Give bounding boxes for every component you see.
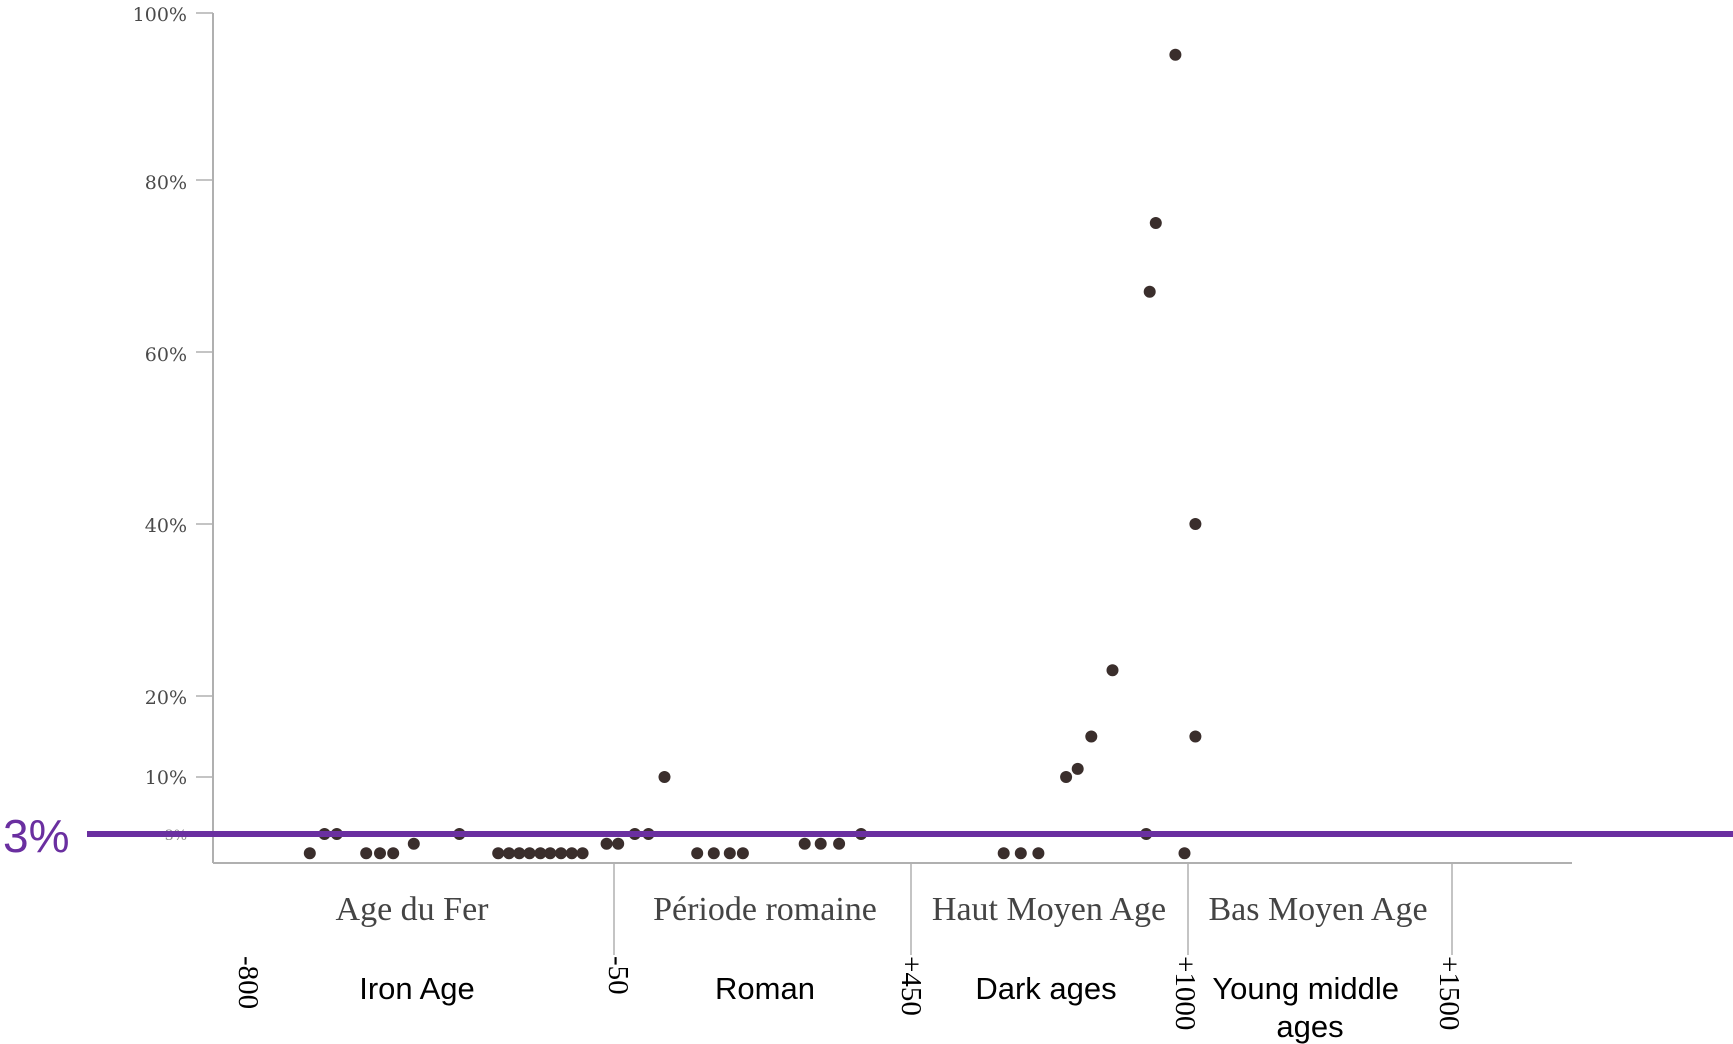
y-tick-label: 10%	[145, 767, 187, 789]
data-point	[1189, 518, 1202, 530]
data-point	[534, 847, 547, 860]
data-point	[513, 847, 526, 860]
year-label: -50	[602, 956, 634, 995]
data-point	[798, 837, 811, 850]
data-point	[576, 847, 589, 860]
data-point	[1071, 762, 1084, 775]
period-label-en-line: ages	[1276, 1009, 1343, 1044]
data-point	[523, 847, 536, 860]
y-tick-label: 60%	[145, 344, 187, 366]
data-point	[1106, 664, 1119, 677]
data-point	[1149, 217, 1162, 229]
data-point	[544, 847, 557, 860]
data-points	[303, 48, 1202, 860]
period-label-en-line: Young middle	[1212, 971, 1399, 1006]
data-point	[736, 847, 749, 860]
data-point	[997, 847, 1010, 860]
period-label-fr: Haut Moyen Age	[932, 891, 1166, 928]
data-point	[387, 847, 400, 860]
data-point	[303, 847, 316, 860]
y-tick-label: 40%	[145, 515, 187, 537]
data-point	[1143, 285, 1156, 298]
data-point	[565, 847, 578, 860]
data-point	[1014, 847, 1027, 860]
data-point	[1178, 847, 1191, 860]
y-tick-marks	[196, 12, 213, 835]
year-label: +1500	[1433, 956, 1465, 1030]
period-label-fr: Bas Moyen Age	[1208, 891, 1427, 928]
data-point	[1189, 730, 1202, 743]
threshold-label: 3%	[3, 810, 69, 862]
data-point	[707, 847, 720, 860]
y-tick-label: 80%	[145, 172, 187, 194]
year-label: +1000	[1169, 956, 1201, 1030]
data-point	[814, 837, 827, 850]
period-label-en: Dark ages	[975, 971, 1116, 1006]
data-point	[723, 847, 736, 860]
year-label: +450	[895, 956, 927, 1016]
data-point	[600, 837, 613, 850]
data-point	[492, 847, 505, 860]
data-point	[555, 847, 567, 860]
data-point	[1169, 48, 1182, 61]
data-point	[691, 847, 704, 860]
data-point	[1060, 771, 1073, 783]
data-point	[1085, 730, 1098, 743]
y-tick-label: 100%	[133, 4, 187, 26]
data-point	[503, 847, 515, 860]
year-label: -800	[232, 956, 264, 1009]
period-label-en: Young middle ages	[1212, 971, 1407, 1044]
data-point	[658, 771, 671, 783]
y-tick-label: 20%	[145, 687, 187, 709]
data-point	[360, 847, 373, 860]
data-point	[374, 847, 386, 860]
data-point	[407, 837, 420, 850]
data-point	[833, 837, 846, 850]
period-label-fr: Age du Fer	[336, 891, 490, 928]
period-label-en: Iron Age	[359, 971, 474, 1006]
data-point	[612, 837, 625, 850]
period-label-fr: Période romaine	[653, 891, 877, 928]
data-point	[1032, 847, 1045, 860]
period-label-en: Roman	[715, 971, 815, 1006]
